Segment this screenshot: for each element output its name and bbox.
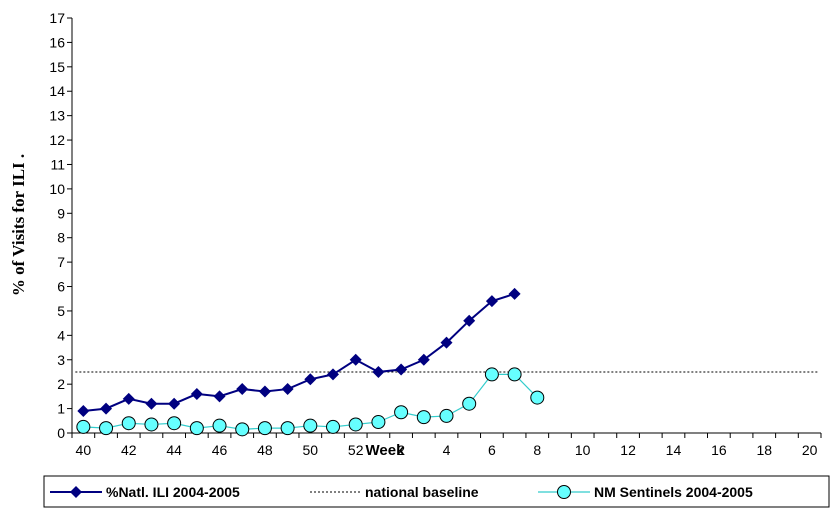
y-tick-label: 3 xyxy=(57,352,65,368)
natl-ili-point xyxy=(77,405,90,418)
natl-ili-point xyxy=(281,383,294,396)
nm-sentinels-point xyxy=(212,418,227,433)
x-tick-label: 6 xyxy=(488,442,496,458)
x-tick-label: 4 xyxy=(443,442,451,458)
natl-ili-point xyxy=(304,373,317,386)
y-tick-label: 1 xyxy=(57,401,65,417)
nm-sentinels-point xyxy=(484,367,499,382)
y-tick-label: 0 xyxy=(57,425,65,441)
x-tick-label: 12 xyxy=(620,442,636,458)
natl-ili-point xyxy=(168,397,181,410)
natl-ili-point xyxy=(122,392,135,405)
nm-sentinels-point xyxy=(326,419,341,434)
natl-ili-point xyxy=(508,287,521,300)
y-tick-label: 9 xyxy=(57,205,65,221)
nm-sentinels-point xyxy=(530,390,545,405)
x-tick-label: 48 xyxy=(257,442,273,458)
legend-nm-marker xyxy=(557,485,571,499)
x-tick-label: 20 xyxy=(802,442,818,458)
legend-box xyxy=(43,475,830,508)
x-axis: 40 42 44 46 48 50 52 2 4 6 8 10 12 14 16 18 20 xyxy=(71,432,822,458)
x-tick-label: 44 xyxy=(166,442,182,458)
natl-ili-point xyxy=(327,368,340,381)
nm-sentinels-point xyxy=(235,422,250,437)
y-tick-label: 15 xyxy=(49,59,65,75)
nm-sentinels-point xyxy=(189,421,204,436)
nm-sentinels-point xyxy=(167,416,182,431)
natl-ili-point xyxy=(100,402,113,415)
y-tick-label: 11 xyxy=(50,156,65,172)
natl-ili-line xyxy=(83,292,515,413)
y-tick-label: 4 xyxy=(57,327,65,343)
natl-ili-point xyxy=(258,385,271,398)
nm-sentinels-point xyxy=(76,419,91,434)
natl-ili-point xyxy=(463,314,476,327)
y-tick-label: 5 xyxy=(57,303,65,319)
legend-baseline-label: national baseline xyxy=(365,484,479,500)
y-tick-label: 17 xyxy=(49,10,65,26)
series-layer xyxy=(75,287,818,437)
natl-ili-point xyxy=(485,295,498,308)
x-tick-label: 42 xyxy=(121,442,137,458)
legend-nm-label: NM Sentinels 2004-2005 xyxy=(594,484,753,500)
natl-ili-point xyxy=(145,397,158,410)
nm-sentinels-point xyxy=(416,410,431,425)
x-axis-title: Week xyxy=(366,442,406,459)
natl-ili-point xyxy=(440,336,453,349)
nm-sentinels-point xyxy=(303,418,318,433)
y-tick-label: 6 xyxy=(57,279,65,295)
x-tick-label: 8 xyxy=(533,442,541,458)
nm-sentinels-point xyxy=(257,421,272,436)
y-tick-label: 7 xyxy=(57,254,65,270)
nm-sentinels-point xyxy=(394,405,409,420)
legend: %Natl. ILI 2004-2005 national baseline NM … xyxy=(43,475,830,508)
x-tick-label: 18 xyxy=(756,442,772,458)
x-tick-label: 14 xyxy=(666,442,682,458)
nm-sentinels-point xyxy=(99,421,114,436)
nm-sentinels-point xyxy=(439,408,454,423)
x-tick-label: 40 xyxy=(76,442,92,458)
nm-sentinels-point xyxy=(507,367,522,382)
natl-ili-point xyxy=(236,383,249,396)
legend-natl-ili-marker xyxy=(70,486,82,498)
y-axis-title: % of Visits for ILI . xyxy=(9,154,28,296)
y-tick-label: 8 xyxy=(57,230,65,246)
x-tick-label: 50 xyxy=(303,442,319,458)
y-tick-label: 13 xyxy=(49,108,65,124)
natl-ili-point xyxy=(395,363,408,376)
x-tick-label: 16 xyxy=(711,442,727,458)
nm-sentinels-point xyxy=(371,415,386,430)
nm-sentinels-point xyxy=(462,396,477,411)
nm-sentinels-point xyxy=(348,417,363,432)
nm-sentinels-point xyxy=(280,421,295,436)
natl-ili-point xyxy=(190,387,203,400)
x-tick-label: 2 xyxy=(397,442,405,458)
y-tick-label: 14 xyxy=(49,83,65,99)
natl-ili-point xyxy=(349,353,362,366)
natl-ili-point xyxy=(417,353,430,366)
y-tick-label: 2 xyxy=(57,376,65,392)
natl-ili-point xyxy=(372,365,385,378)
x-tick-label: 52 xyxy=(348,442,364,458)
y-tick-label: 16 xyxy=(49,34,65,50)
legend-natl-ili-label: %Natl. ILI 2004-2005 xyxy=(106,484,240,500)
y-tick-label: 10 xyxy=(49,181,65,197)
nm-sentinels-point xyxy=(144,417,159,432)
x-tick-label: 46 xyxy=(212,442,228,458)
y-tick-label: 12 xyxy=(49,132,65,148)
nm-sentinels-point xyxy=(121,416,136,431)
x-tick-label: 10 xyxy=(575,442,591,458)
natl-ili-point xyxy=(213,390,226,403)
